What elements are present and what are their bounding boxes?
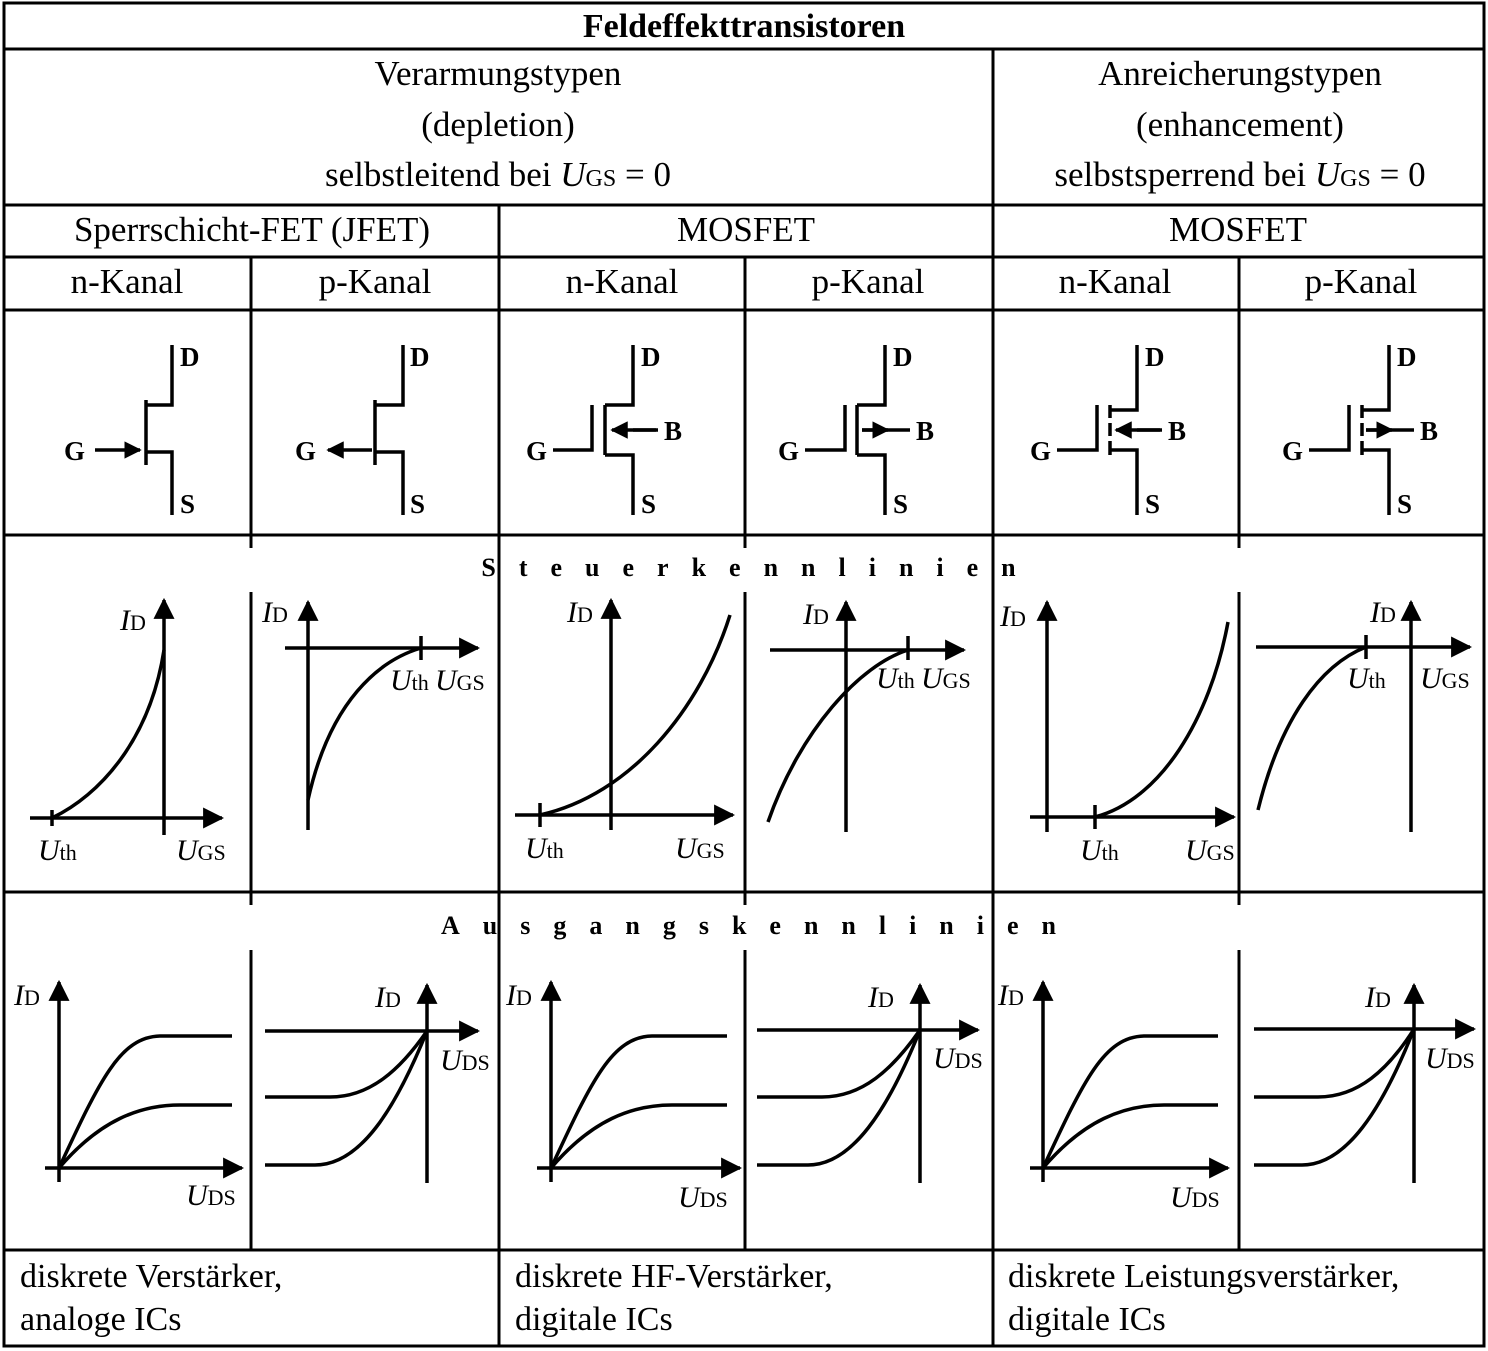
enhancement-heading: Anreicherungstypen bbox=[1098, 54, 1382, 93]
channel-jfet-p: p-Kanal bbox=[318, 262, 432, 301]
enhmos-p-bulk-label: B bbox=[1420, 416, 1438, 446]
enhmos-p-drain-label: D bbox=[1397, 342, 1417, 372]
control-curve-enhmos-p bbox=[1256, 599, 1473, 832]
type-jfet: Sperrschicht-FET (JFET) bbox=[73, 210, 431, 249]
depmos-n-drain-label: D bbox=[641, 342, 661, 372]
depmos-n-source-label: S bbox=[641, 489, 656, 519]
output-curve-depmos-n bbox=[537, 979, 743, 1182]
depmos-p-uth-label: Uth bbox=[876, 662, 915, 695]
depmos-n-ugs-label: UGS bbox=[675, 832, 725, 865]
enhmos-n-ugs-label: UGS bbox=[1185, 834, 1235, 867]
depmos-n-out-id-label: ID bbox=[505, 979, 532, 1012]
depmos-p-bulk-label: B bbox=[916, 416, 934, 446]
enhmos-p-symbol bbox=[1309, 345, 1414, 515]
jfet-p-drain-label: D bbox=[410, 342, 430, 372]
control-curve-depmos-p bbox=[766, 599, 967, 832]
enhmos-n-gate-label: G bbox=[1030, 436, 1051, 466]
jfet-n-symbol bbox=[95, 345, 174, 515]
jfet-n-source-label: S bbox=[180, 489, 195, 519]
section-output-characteristics: Ausgangskennlinien bbox=[441, 911, 1079, 940]
enhmos-n-source-label: S bbox=[1145, 489, 1160, 519]
depletion-subheading: (depletion) bbox=[421, 105, 575, 144]
depmos-p-out-uds-label: UDS bbox=[933, 1042, 983, 1075]
depmos-n-symbol bbox=[553, 345, 658, 515]
enhancement-subheading: (enhancement) bbox=[1136, 105, 1344, 144]
jfet-p-source-label: S bbox=[410, 489, 425, 519]
channel-enhmos-p: p-Kanal bbox=[1304, 262, 1418, 301]
depmos-p-out-id-label: ID bbox=[867, 981, 894, 1014]
table-title: Feldeffekttransistoren bbox=[582, 8, 906, 45]
output-curve-depmos-p bbox=[757, 982, 981, 1183]
jfet-n-id-label: ID bbox=[119, 604, 146, 637]
jfet-p-out-uds-label: UDS bbox=[440, 1044, 490, 1077]
enhmos-p-id-label: ID bbox=[1369, 596, 1396, 629]
control-curve-enhmos-n bbox=[1030, 599, 1237, 832]
section-control-characteristics: Steuerkennlinien bbox=[481, 553, 1039, 582]
control-curve-jfet-n bbox=[30, 597, 225, 835]
depmos-n-bulk-label: B bbox=[664, 416, 682, 446]
jfet-p-uth-label: Uth bbox=[390, 664, 429, 697]
control-curve-depmos-n bbox=[515, 597, 736, 830]
depmos-n-gate-label: G bbox=[526, 436, 547, 466]
enhmos-p-ugs-label: UGS bbox=[1420, 662, 1470, 695]
depmos-p-drain-label: D bbox=[893, 342, 913, 372]
jfet-n-out-id-label: ID bbox=[13, 979, 40, 1012]
enhmos-p-source-label: S bbox=[1397, 489, 1412, 519]
depmos-n-out-uds-label: UDS bbox=[678, 1181, 728, 1214]
depmos-p-source-label: S bbox=[893, 489, 908, 519]
enhmos-n-id-label: ID bbox=[999, 600, 1026, 633]
enhmos-p-gate-label: G bbox=[1282, 436, 1303, 466]
enhmos-n-out-uds-label: UDS bbox=[1170, 1181, 1220, 1214]
enhancement-condition: selbstsperrend bei UGS = 0 bbox=[1054, 155, 1426, 194]
enhmos-n-drain-label: D bbox=[1145, 342, 1165, 372]
enhmos-p-uth-label: Uth bbox=[1347, 662, 1386, 695]
channel-enhmos-n: n-Kanal bbox=[1058, 262, 1172, 301]
depmos-n-uth-label: Uth bbox=[525, 832, 564, 865]
application-enhmos-line2: digitale ICs bbox=[1008, 1301, 1166, 1338]
control-curve-jfet-p bbox=[285, 599, 481, 830]
depmos-p-gate-label: G bbox=[778, 436, 799, 466]
jfet-p-symbol bbox=[326, 345, 405, 515]
depletion-condition: selbstleitend bei UGS = 0 bbox=[325, 155, 671, 194]
depmos-p-symbol bbox=[805, 345, 910, 515]
jfet-p-gate-label: G bbox=[295, 436, 316, 466]
jfet-n-out-uds-label: UDS bbox=[186, 1179, 236, 1212]
type-mosfet-enhancement: MOSFET bbox=[1168, 210, 1308, 249]
depmos-p-ugs-label: UGS bbox=[921, 662, 971, 695]
enhmos-n-symbol bbox=[1057, 345, 1162, 515]
jfet-n-drain-label: D bbox=[180, 342, 200, 372]
channel-depmos-p: p-Kanal bbox=[811, 262, 925, 301]
channel-jfet-n: n-Kanal bbox=[70, 262, 184, 301]
enhmos-n-out-id-label: ID bbox=[997, 979, 1024, 1012]
depmos-p-id-label: ID bbox=[802, 598, 829, 631]
channel-depmos-n: n-Kanal bbox=[565, 262, 679, 301]
enhmos-p-out-uds-label: UDS bbox=[1425, 1042, 1475, 1075]
output-curve-enhmos-p bbox=[1254, 982, 1477, 1183]
application-enhmos-line1: diskrete Leistungsverstärker, bbox=[1008, 1258, 1400, 1295]
jfet-p-ugs-label: UGS bbox=[435, 664, 485, 697]
jfet-p-out-id-label: ID bbox=[374, 981, 401, 1014]
jfet-n-ugs-label: UGS bbox=[176, 834, 226, 867]
output-curve-jfet-n bbox=[45, 979, 245, 1182]
jfet-n-gate-label: G bbox=[64, 436, 85, 466]
enhmos-n-uth-label: Uth bbox=[1080, 834, 1119, 867]
output-curve-enhmos-n bbox=[1030, 979, 1231, 1182]
application-depmos-line1: diskrete HF-Verstärker, bbox=[515, 1258, 833, 1295]
depmos-n-id-label: ID bbox=[566, 596, 593, 629]
enhmos-n-bulk-label: B bbox=[1168, 416, 1186, 446]
jfet-n-uth-label: Uth bbox=[38, 834, 77, 867]
enhmos-p-out-id-label: ID bbox=[1364, 981, 1391, 1014]
type-mosfet-depletion: MOSFET bbox=[676, 210, 816, 249]
application-jfet-line1: diskrete Verstärker, bbox=[20, 1258, 283, 1295]
application-depmos-line2: digitale ICs bbox=[515, 1301, 673, 1338]
application-jfet-line2: analoge ICs bbox=[20, 1301, 182, 1338]
output-curve-jfet-p bbox=[265, 982, 481, 1183]
jfet-p-id-label: ID bbox=[261, 596, 288, 629]
depletion-heading: Verarmungstypen bbox=[374, 54, 622, 93]
